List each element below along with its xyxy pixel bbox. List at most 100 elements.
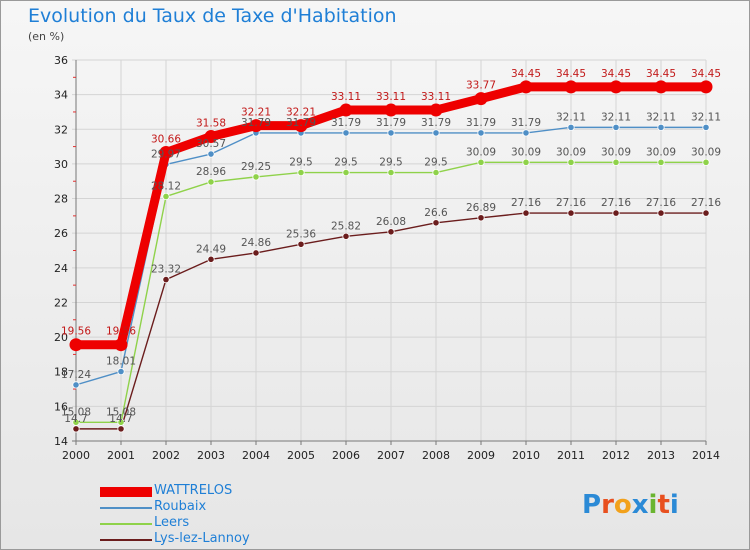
data-label: 29.5 (379, 157, 402, 169)
data-point (117, 367, 125, 376)
data-label: 34.45 (601, 68, 631, 80)
x-tick-label: 2010 (512, 449, 540, 462)
y-tick-label: 14 (54, 435, 68, 448)
data-label: 14.7 (64, 413, 87, 425)
legend-label: Roubaix (154, 499, 207, 514)
data-point (204, 130, 218, 144)
x-tick-label: 2002 (152, 449, 180, 462)
data-label: 30.09 (646, 146, 676, 158)
data-point (297, 168, 305, 177)
y-tick-label: 28 (54, 193, 68, 206)
data-point (69, 338, 83, 352)
data-label: 17.24 (61, 369, 91, 381)
data-point (657, 158, 665, 166)
data-label: 18.01 (106, 356, 136, 368)
data-label: 23.32 (151, 264, 181, 276)
data-label: 26.08 (376, 216, 406, 228)
data-label: 32.21 (286, 107, 316, 119)
data-point (432, 168, 440, 177)
data-point (294, 119, 308, 133)
legend-swatch (100, 523, 152, 525)
data-point (252, 249, 260, 257)
x-tick-label: 2008 (422, 449, 450, 462)
data-label: 19.56 (61, 326, 91, 338)
data-label: 34.45 (646, 68, 676, 80)
data-label: 29.5 (424, 157, 447, 169)
logo-letter: r (601, 490, 614, 520)
data-point (699, 80, 713, 94)
data-point (342, 232, 350, 240)
series-wattrelos (69, 80, 713, 352)
y-tick-label: 20 (54, 331, 68, 344)
chart-title: Evolution du Taux de Taxe d'Habitation (28, 5, 397, 27)
data-label: 32.11 (691, 111, 721, 123)
data-label: 30.09 (466, 146, 496, 158)
data-point (252, 173, 260, 181)
data-point (384, 103, 398, 117)
data-point (114, 338, 128, 352)
data-label: 26.6 (424, 207, 448, 219)
logo-letter: i (669, 490, 679, 520)
data-point (72, 381, 80, 389)
data-point (207, 150, 215, 158)
logo-letter: P (582, 490, 602, 520)
logo-letter: o (613, 490, 632, 520)
y-tick-label: 24 (54, 262, 68, 275)
y-tick-label: 18 (54, 366, 68, 379)
data-label: 27.16 (511, 197, 541, 209)
x-tick-label: 2011 (557, 449, 585, 462)
data-point (432, 219, 440, 227)
x-tick-label: 2012 (602, 449, 630, 462)
x-tick-label: 2003 (197, 449, 225, 462)
data-point (342, 129, 350, 137)
data-label: 33.77 (466, 80, 496, 92)
data-point (72, 425, 80, 433)
data-label: 31.79 (421, 117, 451, 129)
data-point (474, 92, 488, 106)
data-label: 32.11 (601, 111, 631, 123)
data-point (207, 178, 215, 186)
data-point (654, 80, 668, 94)
data-point (117, 418, 125, 426)
data-label: 19.56 (106, 326, 136, 338)
data-label: 29.97 (151, 148, 181, 160)
data-point (342, 168, 350, 177)
data-label: 15.08 (106, 406, 136, 418)
data-label: 31.79 (331, 117, 361, 129)
data-label: 30.09 (511, 146, 541, 158)
data-point (117, 425, 125, 433)
y-tick-label: 26 (54, 227, 68, 240)
data-point (567, 209, 575, 217)
data-point (612, 123, 620, 131)
data-point (387, 228, 395, 236)
data-label: 30.09 (556, 146, 586, 158)
data-point (519, 80, 533, 94)
data-point (387, 168, 395, 177)
data-point (702, 158, 710, 166)
logo-letter: t (657, 490, 670, 520)
legend-swatch (100, 507, 152, 509)
data-point (612, 158, 620, 166)
unit-label: (en %) (28, 30, 65, 43)
data-point (657, 209, 665, 217)
data-label: 33.11 (421, 91, 451, 103)
data-label: 31.58 (196, 118, 226, 130)
data-label: 24.49 (196, 243, 226, 255)
x-tick-label: 2004 (242, 449, 270, 462)
legend-label: WATTRELOS (154, 483, 233, 498)
data-point (702, 123, 710, 131)
data-label: 31.79 (286, 117, 316, 129)
x-tick-label: 2000 (62, 449, 90, 462)
y-tick-label: 30 (54, 158, 68, 171)
data-label: 25.82 (331, 220, 361, 232)
x-tick-label: 2001 (107, 449, 135, 462)
x-tick-label: 2006 (332, 449, 360, 462)
series-lys-lez-lannoy (72, 209, 710, 433)
legend-swatch (100, 539, 152, 541)
data-point (477, 214, 485, 222)
data-label: 30.66 (151, 133, 181, 145)
data-point (522, 158, 530, 166)
data-label: 32.11 (646, 111, 676, 123)
